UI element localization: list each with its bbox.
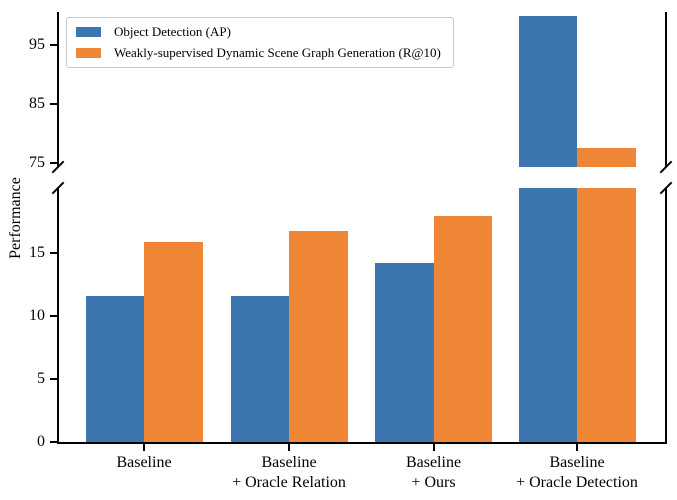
legend-entry: Weakly-supervised Dynamic Scene Graph Ge… <box>76 45 441 61</box>
y-tick-label: 15 <box>29 244 45 262</box>
x-tick-label-line: Baseline <box>405 454 462 471</box>
right-axis-spine <box>665 188 667 442</box>
legend-swatch-blue <box>76 27 101 37</box>
y-tick-label: 5 <box>37 370 45 388</box>
y-tick-label: 10 <box>29 307 45 325</box>
legend-swatch-orange <box>76 48 101 58</box>
x-axis-spine <box>57 442 667 444</box>
x-tick-label: Baseline <box>29 453 259 473</box>
legend-entry: Object Detection (AP) <box>76 24 441 40</box>
bar-blue-group4 <box>518 15 577 167</box>
y-tick-mark <box>50 315 57 318</box>
legend-label: Weakly-supervised Dynamic Scene Graph Ge… <box>114 45 441 60</box>
bar-blue-group4 <box>518 188 577 442</box>
legend-label: Object Detection (AP) <box>114 24 231 39</box>
bar-orange-group4 <box>577 148 636 167</box>
y-tick-label: 0 <box>37 433 45 450</box>
left-axis-spine <box>57 188 59 442</box>
y-tick-mark <box>50 44 57 46</box>
y-tick-mark <box>50 161 57 164</box>
x-tick-mark <box>432 444 435 451</box>
y-tick-label: 75 <box>29 153 45 171</box>
bar-orange-group3 <box>433 215 492 442</box>
x-tick-label: Baseline + Ours <box>319 453 549 493</box>
bar-blue-group1 <box>85 296 144 442</box>
bar-orange-group2 <box>289 230 348 442</box>
bar-blue-group2 <box>230 296 289 442</box>
y-tick-mark <box>50 252 57 255</box>
x-tick-label-line: Baseline <box>549 454 605 471</box>
y-tick-label: 85 <box>29 94 45 112</box>
left-axis-spine <box>57 12 59 167</box>
y-tick-mark <box>50 441 57 443</box>
x-tick-label-line: + Ours <box>411 474 456 491</box>
x-tick-label-line: + Oracle Relation <box>232 474 346 491</box>
bar-blue-group3 <box>375 263 434 442</box>
x-tick-label: Baseline + Oracle Detection <box>462 453 677 493</box>
x-tick-label-line: + Oracle Detection <box>516 474 638 491</box>
x-tick-mark <box>143 444 145 451</box>
right-axis-spine <box>665 12 667 167</box>
bottom-axis-panel <box>0 188 677 442</box>
x-tick-mark <box>288 444 290 451</box>
y-tick-label: 95 <box>29 36 45 53</box>
x-tick-label: Baseline + Oracle Relation <box>174 453 404 493</box>
y-tick-mark <box>50 378 57 381</box>
x-tick-label-line: Baseline <box>116 454 172 471</box>
top-axis-panel <box>0 12 677 167</box>
x-tick-label-line: Baseline <box>261 454 317 471</box>
x-tick-mark <box>576 444 578 451</box>
bar-orange-group1 <box>144 242 203 442</box>
legend: Object Detection (AP) Weakly-supervised D… <box>66 17 454 68</box>
bar-orange-group4 <box>577 188 636 442</box>
y-tick-mark <box>50 102 57 105</box>
